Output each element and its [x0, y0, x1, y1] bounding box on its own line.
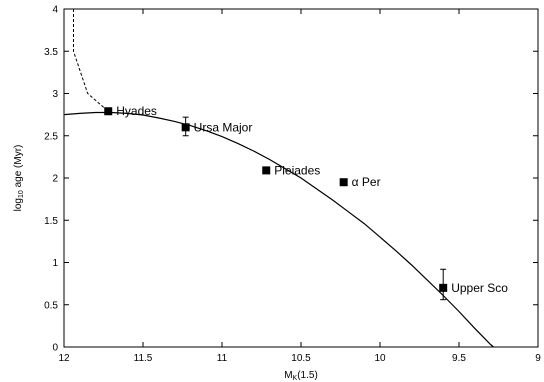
data-point-hyades	[104, 107, 113, 116]
data-point-label: Upper Sco	[451, 281, 508, 295]
y-axis-title-suffix: age (Myr)	[13, 145, 24, 191]
y-tick-label: 1.5	[44, 216, 58, 227]
data-point-pleiades	[262, 166, 271, 175]
y-tick-label: 3.5	[44, 47, 58, 58]
ticks-layer: 12 11.5 11 10.5 10 9.5 900.511.522.533.54	[44, 5, 541, 365]
fit-curve-line	[63, 111, 494, 348]
y-axis-title: log10 age (Myr)	[13, 145, 25, 212]
y-axis-title-prefix: log	[13, 198, 24, 211]
y-tick-label: 2.5	[44, 131, 58, 142]
data-point-label: Pleiades	[274, 163, 320, 177]
x-tick-label: 11	[217, 353, 228, 364]
data-point-label: Hyades	[116, 104, 157, 118]
y-tick-label: 0	[52, 343, 58, 354]
data-point-ursa-major	[181, 123, 190, 132]
x-axis-title: MK(1.5)	[284, 370, 318, 382]
y-tick-label: 1	[52, 258, 58, 269]
x-tick-label: 11.5	[134, 353, 153, 364]
y-tick-label: 0.5	[44, 300, 58, 311]
x-tick-label: 10.5	[291, 353, 311, 364]
x-axis-title-base: M	[284, 370, 292, 381]
x-tick-label: 9	[535, 353, 541, 364]
y-tick-label: 4	[52, 5, 58, 16]
points-layer: Hyades Ursa Major Pleiades α Per Upper Sco	[104, 104, 508, 301]
curves-layer	[63, 9, 494, 348]
y-tick-label: 3	[52, 89, 58, 100]
data-point-per	[339, 178, 348, 187]
y-tick-label: 2	[52, 174, 58, 185]
data-point-upper-sco	[439, 283, 448, 292]
dashed-extension-line	[73, 9, 109, 112]
data-point-label: Ursa Major	[194, 120, 253, 134]
data-point-label: α Per	[352, 175, 381, 189]
x-tick-label: 12	[58, 353, 70, 364]
x-axis-title-sub: K	[293, 375, 298, 382]
x-tick-label: 10	[374, 353, 386, 364]
y-axis-title-sub: 10	[18, 190, 25, 198]
x-tick-label: 9.5	[452, 353, 466, 364]
x-axis-title-suffix: (1.5)	[297, 370, 318, 381]
